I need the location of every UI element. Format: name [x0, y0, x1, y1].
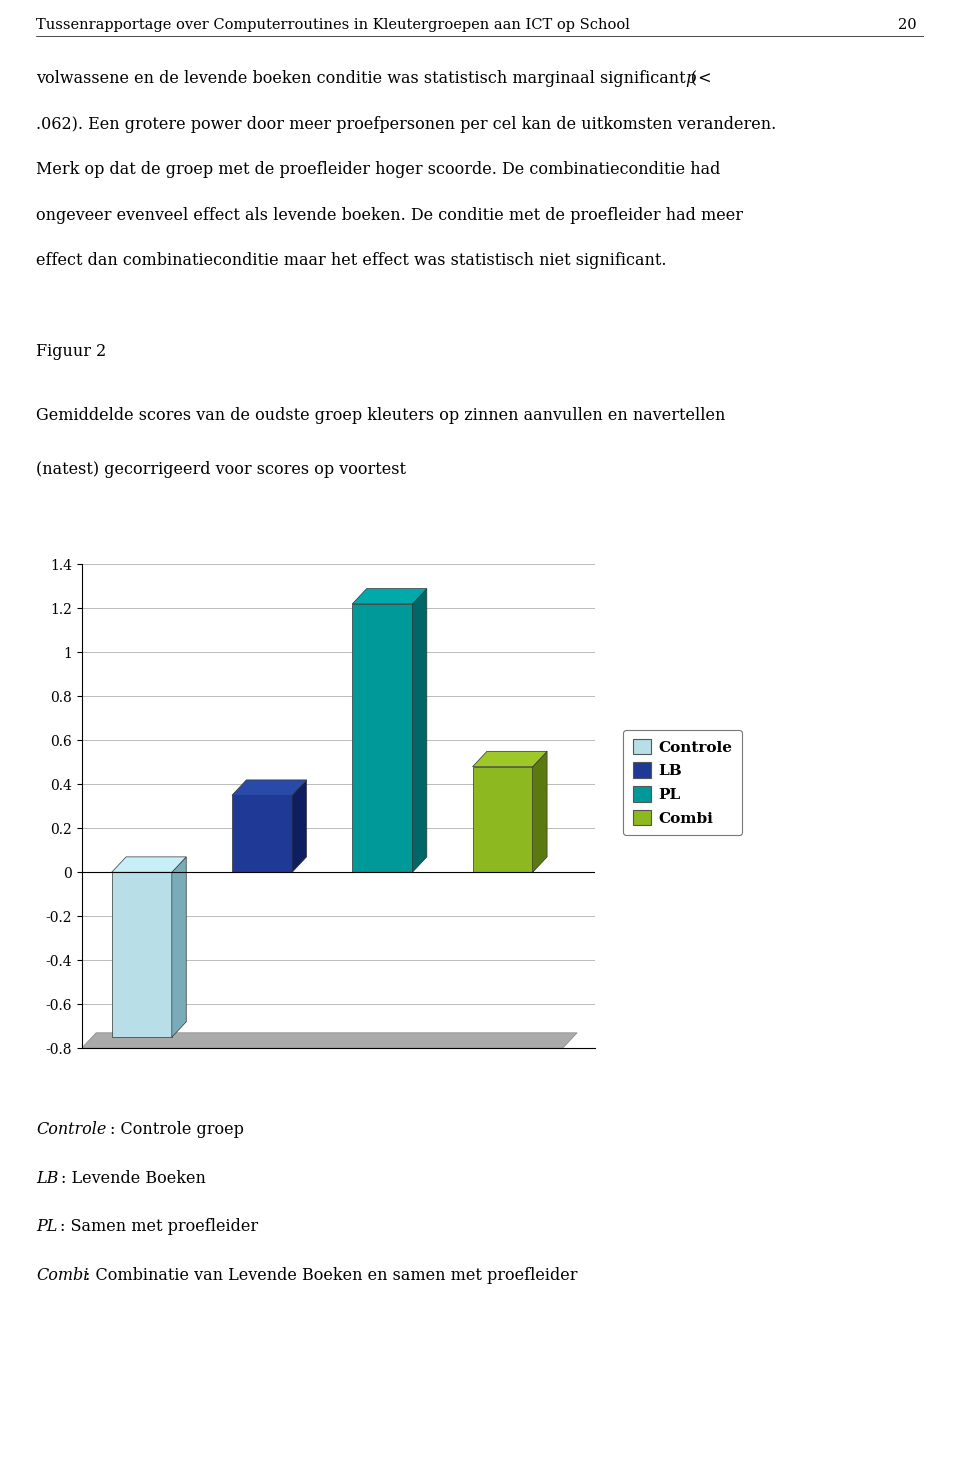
Text: : Samen met proefleider: : Samen met proefleider	[60, 1218, 257, 1236]
Polygon shape	[111, 856, 186, 872]
Polygon shape	[472, 751, 547, 767]
Text: : Combinatie van Levende Boeken en samen met proefleider: : Combinatie van Levende Boeken en samen…	[85, 1267, 578, 1284]
Text: Tussenrapportage over Computerroutines in Kleutergroepen aan ICT op School: Tussenrapportage over Computerroutines i…	[36, 19, 631, 32]
Polygon shape	[172, 856, 186, 1038]
Legend: Controle, LB, PL, Combi: Controle, LB, PL, Combi	[623, 730, 742, 834]
Polygon shape	[413, 588, 427, 872]
Text: .062). Een grotere power door meer proefpersonen per cel kan de uitkomsten veran: .062). Een grotere power door meer proef…	[36, 116, 777, 133]
Polygon shape	[232, 795, 292, 872]
Text: 20: 20	[898, 19, 916, 32]
Text: Combi: Combi	[36, 1267, 89, 1284]
Text: effect dan combinatieconditie maar het effect was statistisch niet significant.: effect dan combinatieconditie maar het e…	[36, 252, 667, 270]
Polygon shape	[472, 767, 533, 872]
Text: Merk op dat de groep met de proefleider hoger scoorde. De combinatieconditie had: Merk op dat de groep met de proefleider …	[36, 161, 721, 179]
Polygon shape	[111, 872, 172, 1038]
Polygon shape	[232, 780, 306, 795]
Text: LB: LB	[36, 1170, 59, 1187]
Polygon shape	[352, 588, 427, 604]
Text: : Controle groep: : Controle groep	[110, 1121, 244, 1139]
Text: (natest) gecorrigeerd voor scores op voortest: (natest) gecorrigeerd voor scores op voo…	[36, 462, 406, 478]
Text: <: <	[693, 70, 711, 88]
Polygon shape	[533, 751, 547, 872]
Text: Figuur 2: Figuur 2	[36, 343, 107, 361]
Polygon shape	[292, 780, 306, 872]
Polygon shape	[352, 604, 413, 872]
Text: ongeveer evenveel effect als levende boeken. De conditie met de proefleider had : ongeveer evenveel effect als levende boe…	[36, 207, 743, 224]
Polygon shape	[82, 1032, 577, 1048]
Text: Controle: Controle	[36, 1121, 107, 1139]
Text: : Levende Boeken: : Levende Boeken	[61, 1170, 206, 1187]
Text: PL: PL	[36, 1218, 58, 1236]
Text: p: p	[685, 70, 696, 88]
Text: Gemiddelde scores van de oudste groep kleuters op zinnen aanvullen en navertelle: Gemiddelde scores van de oudste groep kl…	[36, 406, 726, 424]
Text: volwassene en de levende boeken conditie was statistisch marginaal significant (: volwassene en de levende boeken conditie…	[36, 70, 698, 88]
